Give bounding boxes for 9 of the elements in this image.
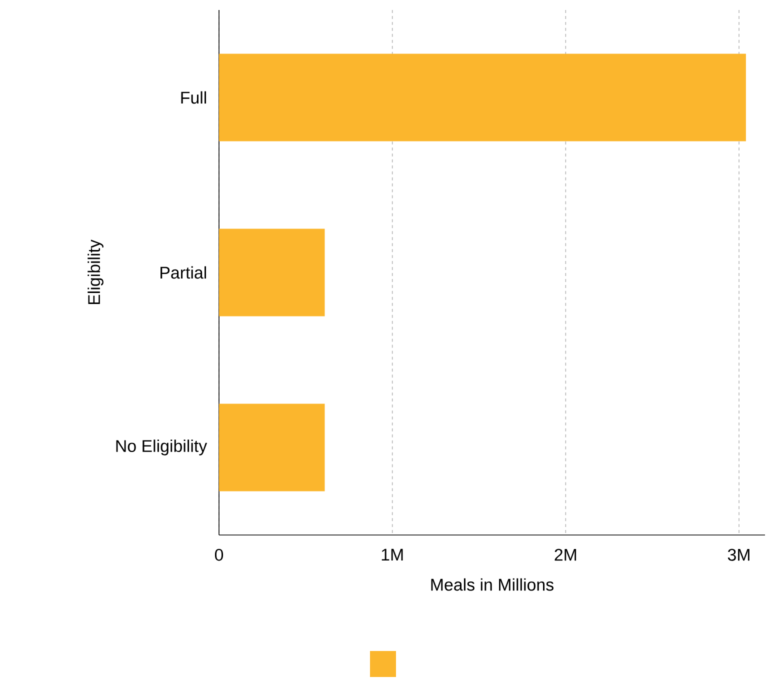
y-tick-label: Full [181, 91, 206, 104]
x-tick-label: 3M [728, 548, 750, 561]
x-tick-label: 1M [382, 548, 403, 560]
y-tick-label: Partial [160, 266, 206, 279]
y-tick-label: No Eligibility [116, 440, 208, 456]
y-axis-title: Eligibility [88, 240, 104, 304]
x-tick-label: 0 [214, 548, 224, 561]
x-axis-title: Meals in Millions [431, 578, 554, 591]
x-tick-label: 2M [554, 548, 576, 561]
